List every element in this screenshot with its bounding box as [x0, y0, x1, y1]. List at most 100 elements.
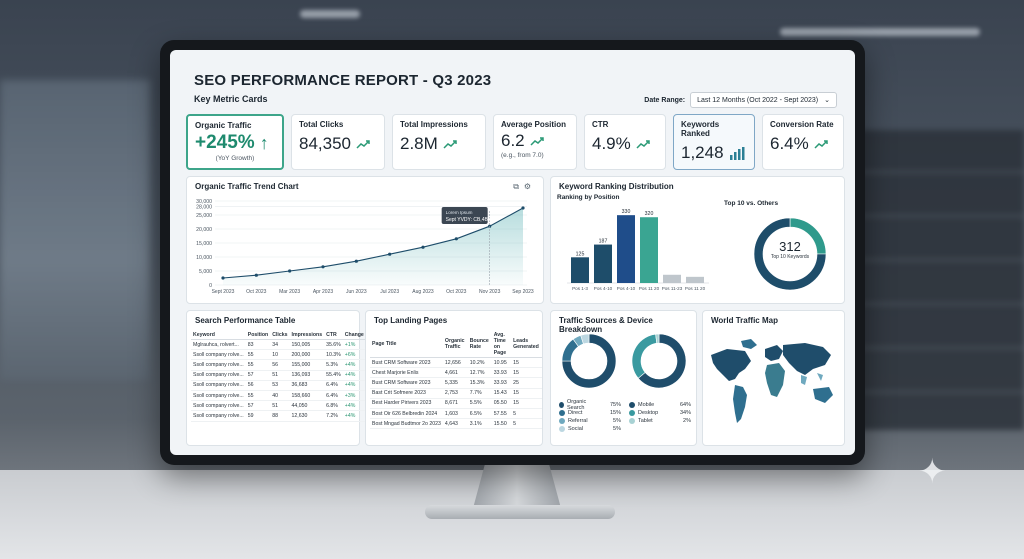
ranking-bar-chart: 125 Pos 1-3 187 Pos 4-10 330 Pos 4-10 320 Pos 1…	[567, 209, 709, 291]
column-header[interactable]: Organic Traffic	[442, 331, 468, 358]
table-row[interactable]: Best Harder Pirivers 2023 8,671 5.5% 05.50 1…	[370, 398, 542, 409]
table-row[interactable]: Ssoll company rolve... 55 40 158,660 6.4% +3%	[191, 390, 366, 402]
table-cell: 12,630	[289, 410, 325, 422]
device-donut	[631, 333, 687, 389]
section-label: Key Metric Cards	[194, 94, 268, 104]
table-row[interactable]: Chest Marjorie Enlis 4,661 12.7% 33.93 15	[370, 367, 542, 379]
donut-value: 312	[779, 239, 801, 254]
x-tick-label: Jul 2023	[380, 289, 399, 295]
kpi-keywords-ranked[interactable]: Keywords Ranked 1,248	[673, 114, 755, 170]
table-cell: 6.8%	[324, 400, 343, 412]
table-row[interactable]: Mglrauhca, rolvert... 83 34 150,005 35.6% +1%	[191, 339, 366, 351]
table-cell: 12.7%	[467, 367, 492, 379]
tooltip-line: Sept YVDY: CB,4Bh	[446, 217, 491, 223]
kpi-conversion-rate[interactable]: Conversion Rate 6.4%	[762, 114, 844, 170]
trend-point	[454, 237, 458, 241]
kpi-label: Keywords Ranked	[681, 120, 720, 138]
category-label: Pos 4-10	[594, 286, 613, 291]
table-row[interactable]: Bost Oir 626 Belbredin 2024 1,603 6.5% 57.5…	[370, 408, 542, 420]
date-range-select[interactable]: Last 12 Months (Oct 2022 - Sept 2023) ⌄	[690, 92, 837, 108]
kpi-ctr[interactable]: CTR 4.9%	[584, 114, 666, 170]
traffic-sources-legend: Organic Search 75% Direct 15% Referral 5% Soci…	[559, 399, 621, 433]
ceiling-light	[300, 10, 360, 18]
category-label: Pos 4-10	[617, 286, 636, 291]
legend-value: 5%	[613, 426, 621, 432]
table-cell: +1%	[342, 339, 366, 351]
column-header[interactable]: Change	[342, 331, 366, 340]
page-title: SEO PERFORMANCE REPORT - Q3 2023	[194, 72, 492, 89]
column-header[interactable]: Position	[245, 331, 271, 340]
legend-value: 15%	[609, 410, 621, 416]
table-cell: 155,000	[289, 359, 325, 371]
panel-title: Search Performance Table	[195, 316, 296, 325]
copy-icon[interactable]: ⧉	[513, 182, 519, 191]
kpi-label: CTR	[592, 120, 609, 129]
table-cell: 6.5%	[467, 408, 492, 420]
table-cell: 55	[245, 349, 271, 361]
column-header[interactable]: Avg. Time on Page	[491, 331, 512, 358]
kpi-value: 4.9%	[592, 134, 631, 153]
donut-slice	[655, 333, 660, 344]
search-table: Keyword Position Clicks Impressions CTR Chang…	[191, 331, 366, 422]
table-cell: 83	[245, 339, 271, 351]
table-cell: 5.3%	[324, 359, 343, 371]
kpi-value: 1,248	[681, 143, 724, 162]
kpi-organic-traffic[interactable]: Organic Traffic +245% ↑ (YoY Growth)	[186, 114, 284, 170]
column-header[interactable]: Impressions	[289, 331, 325, 340]
ceiling-light	[780, 28, 980, 36]
legend-item: Referral 5%	[559, 417, 621, 425]
column-header[interactable]: Page Title	[370, 331, 443, 358]
column-header[interactable]: Keyword	[191, 331, 246, 340]
kpi-sub: (e.g., from 7.0)	[501, 152, 544, 159]
donut-slice	[631, 333, 658, 379]
table-cell: 35.6%	[324, 339, 343, 351]
table-row[interactable]: Bust CRM Software 2023 12,656 10.2% 10.95 15	[370, 357, 542, 369]
table-cell: Ssoll company rolve...	[191, 349, 246, 361]
table-cell: 12,656	[442, 357, 468, 369]
table-row[interactable]: Bast Crit Sofmere 2023 2,753 7.7% 15.43 15	[370, 388, 542, 399]
table-cell: 136,093	[289, 370, 325, 381]
donut-center: 312 Top 10 Keywords	[745, 239, 835, 260]
kpi-total-impressions[interactable]: Total Impressions 2.8M	[392, 114, 486, 170]
table-row[interactable]: Ssoll company rolve... 55 10 200,000 10.3% +6…	[191, 349, 366, 361]
x-tick-label: Sept 2023	[212, 289, 235, 295]
trend-up-icon	[356, 139, 370, 149]
column-header[interactable]: Bounce Rate	[467, 331, 492, 358]
y-tick-label: 5,000	[199, 269, 212, 275]
table-cell: 57	[245, 400, 271, 412]
legend-label: Referral	[568, 418, 588, 424]
kpi-value: +245%	[195, 132, 255, 153]
tooltip	[441, 207, 488, 224]
column-header[interactable]: CTR	[324, 331, 343, 340]
legend-swatch	[559, 418, 565, 424]
table-row[interactable]: Ssoll company rolve... 57 51 44,050 6.8% +4%	[191, 400, 366, 412]
trend-point	[254, 273, 258, 277]
table-row[interactable]: Bust CRM Software 2023 5,335 15.3% 33.93 25	[370, 377, 542, 389]
category-label: Pos 1-3	[572, 286, 588, 291]
table-cell: 55	[245, 390, 271, 402]
table-cell: 6.4%	[324, 390, 343, 402]
table-cell: 150,005	[289, 339, 325, 351]
landing-pages-panel: Top Landing Pages Page Title Organic Traf…	[365, 310, 543, 446]
table-row[interactable]: Ssoll company rolve... 57 51 136,093 55.4% +4…	[191, 370, 366, 381]
settings-icon[interactable]: ⚙	[523, 182, 531, 191]
table-cell: 40	[270, 390, 290, 402]
column-header[interactable]: Clicks	[270, 331, 290, 340]
kpi-average-position[interactable]: Average Position 6.2 (e.g., from 7.0)	[493, 114, 577, 170]
y-tick-label: 10,000	[196, 255, 212, 261]
table-cell: 8,671	[442, 398, 468, 409]
table-cell: 10.2%	[467, 357, 492, 369]
table-row[interactable]: Ssoll company rolve... 56 53 36,683 6.4% +4%	[191, 380, 366, 391]
table-row[interactable]: Bost Mngad Budtmor 2o 2023 4,643 3.1% 15.50…	[370, 418, 542, 430]
table-row[interactable]: Ssoll company rolve... 55 56 155,000 5.3% +4%	[191, 359, 366, 371]
column-header[interactable]: Leads Generated	[511, 331, 542, 358]
table-cell: 55.4%	[324, 370, 343, 381]
legend-value: 5%	[613, 418, 621, 424]
table-cell: Ssoll company rolve...	[191, 380, 246, 391]
table-cell: 200,000	[289, 349, 325, 361]
table-cell: +4%	[342, 359, 366, 371]
table-cell: 57.55	[491, 408, 512, 420]
kpi-total-clicks[interactable]: Total Clicks 84,350	[291, 114, 385, 170]
table-row[interactable]: Ssoll company rolve... 59 88 12,630 7.2% +4%	[191, 410, 366, 422]
panel-title: Keyword Ranking Distribution	[559, 182, 674, 191]
